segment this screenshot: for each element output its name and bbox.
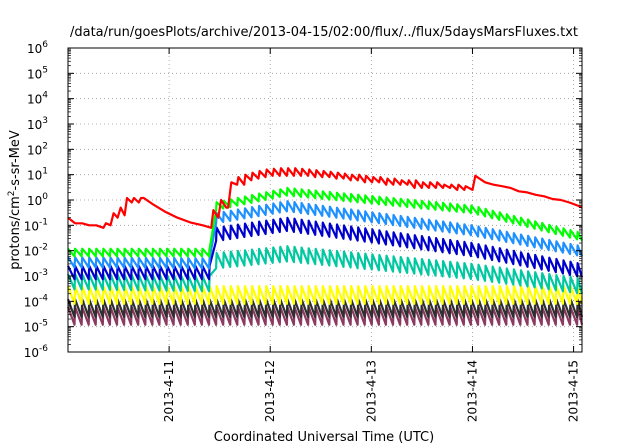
y-axis-label-base: protons/cm — [8, 196, 23, 270]
x-axis-ticks: 2013-4-11 2013-4-12 2013-4-13 2013-4-14 2013… — [162, 48, 581, 422]
y-tick-label: 10-4 — [24, 293, 49, 309]
y-tick-base: 10 — [24, 321, 39, 335]
y-axis-label-rest: -s-sr-MeV — [8, 130, 23, 190]
y-tick-label: 106 — [27, 40, 48, 56]
y-tick-exp: 5 — [42, 65, 48, 75]
y-tick-base: 10 — [24, 219, 39, 233]
y-tick-exp: -1 — [39, 217, 48, 227]
y-tick-label: 10-6 — [24, 344, 49, 360]
y-axis-label-sup: 2 — [7, 190, 17, 196]
y-tick-label: 10-2 — [24, 243, 48, 259]
y-tick-exp: -4 — [39, 293, 48, 303]
y-tick-label: 10-3 — [24, 268, 48, 284]
series-line — [66, 305, 584, 326]
series-line — [66, 298, 584, 319]
x-tick-label: 2013-4-12 — [263, 360, 277, 422]
y-tick-label: 101 — [27, 167, 48, 183]
y-tick-exp: -6 — [39, 344, 48, 354]
series-line — [67, 186, 583, 258]
y-tick-base: 10 — [27, 194, 42, 208]
x-tick-label: 2013-4-14 — [465, 360, 479, 422]
y-tick-label: 105 — [27, 65, 48, 81]
y-tick-exp: 6 — [42, 40, 48, 50]
series-line — [67, 200, 584, 270]
y-tick-label: 100 — [27, 192, 48, 208]
y-tick-label: 10-5 — [24, 319, 48, 335]
y-tick-exp: -2 — [39, 243, 48, 253]
x-tick-label: 2013-4-11 — [162, 360, 176, 422]
y-tick-exp: -3 — [39, 268, 48, 278]
y-tick-exp: 1 — [42, 167, 48, 177]
y-tick-exp: 0 — [42, 192, 48, 202]
grid — [68, 48, 582, 352]
y-tick-base: 10 — [27, 42, 42, 56]
y-tick-label: 103 — [27, 116, 48, 132]
y-tick-base: 10 — [27, 93, 42, 107]
series-line — [67, 167, 583, 229]
y-tick-base: 10 — [24, 270, 39, 284]
series-line — [66, 285, 584, 305]
series-layer — [66, 167, 584, 326]
series-line — [67, 216, 584, 281]
y-axis-ticks: 10-610-510-410-310-210-11001011021031041… — [24, 40, 582, 360]
y-tick-base: 10 — [24, 295, 39, 309]
x-tick-label: 2013-4-13 — [364, 360, 378, 422]
y-axis-label: protons/cm2-s-sr-MeV — [7, 130, 23, 270]
y-tick-exp: 2 — [42, 141, 48, 151]
y-tick-base: 10 — [27, 143, 42, 157]
y-tick-exp: -5 — [39, 319, 48, 329]
series-line — [66, 245, 584, 295]
x-axis-label: Coordinated Universal Time (UTC) — [214, 430, 434, 445]
y-tick-label: 104 — [27, 91, 48, 107]
y-tick-base: 10 — [24, 346, 39, 360]
chart-title: /data/run/goesPlots/archive/2013-04-15/0… — [70, 25, 578, 40]
y-tick-base: 10 — [27, 67, 42, 81]
y-tick-base: 10 — [27, 169, 42, 183]
y-tick-base: 10 — [24, 245, 39, 259]
y-tick-exp: 3 — [42, 116, 48, 126]
y-tick-label: 10-1 — [24, 217, 48, 233]
y-tick-label: 102 — [27, 141, 48, 157]
y-tick-base: 10 — [27, 118, 42, 132]
x-tick-label: 2013-4-15 — [567, 360, 581, 422]
y-tick-exp: 4 — [42, 91, 48, 101]
